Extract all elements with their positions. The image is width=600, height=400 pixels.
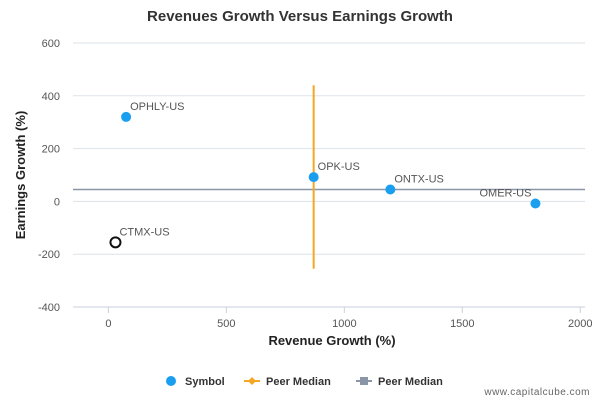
x-tick-label: 2000	[568, 318, 592, 330]
point-label: OPHLY-US	[130, 101, 184, 113]
data-point[interactable]	[530, 198, 541, 209]
legend-marker-diamond	[248, 377, 256, 385]
data-point[interactable]	[385, 184, 396, 195]
data-point[interactable]	[308, 172, 319, 183]
x-tick-label: 500	[217, 318, 235, 330]
point-label: OPK-US	[318, 161, 360, 173]
legend-label[interactable]: Symbol	[185, 376, 225, 388]
legend: Symbol Peer Median Peer Median	[166, 376, 443, 388]
point-label: OMER-US	[479, 188, 531, 200]
legend-label[interactable]: Peer Median	[378, 376, 443, 388]
x-tick-label: 1000	[332, 318, 356, 330]
data-point[interactable]	[121, 111, 132, 122]
y-tick-label: 0	[54, 196, 60, 208]
y-tick-label: -400	[38, 302, 60, 314]
point-label: CTMX-US	[119, 226, 169, 238]
point-label: ONTX-US	[394, 174, 444, 186]
x-tick-label: 1500	[450, 318, 474, 330]
chart-title: Revenues Growth Versus Earnings Growth	[147, 8, 453, 25]
y-axis-title: Earnings Growth (%)	[13, 111, 28, 240]
watermark: www.capitalcube.com	[483, 387, 590, 398]
x-axis-title: Revenue Growth (%)	[268, 333, 395, 348]
tick-layer: -400 -200 0 200 400 600 0 500 1000 1500 2000	[38, 38, 593, 330]
legend-label[interactable]: Peer Median	[266, 376, 331, 388]
grid-layer	[73, 42, 585, 313]
point-layer: OPHLY-US OPK-US ONTX-US OMER-US CTMX-US	[109, 101, 541, 249]
y-tick-label: -200	[38, 249, 60, 261]
legend-marker-circle	[166, 376, 176, 386]
legend-marker-square	[360, 377, 368, 385]
y-tick-label: 600	[42, 38, 60, 50]
y-tick-label: 400	[42, 91, 60, 103]
y-tick-label: 200	[42, 144, 60, 156]
data-point[interactable]	[109, 236, 122, 249]
x-tick-label: 0	[105, 318, 111, 330]
